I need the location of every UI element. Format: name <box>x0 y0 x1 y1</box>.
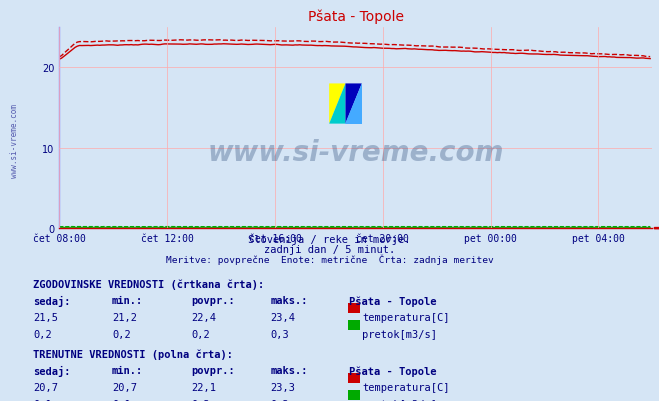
Text: Slovenija / reke in morje.: Slovenija / reke in morje. <box>248 235 411 245</box>
Polygon shape <box>345 84 362 124</box>
Text: 20,7: 20,7 <box>33 382 58 392</box>
Text: sedaj:: sedaj: <box>33 296 71 306</box>
Text: www.si-vreme.com: www.si-vreme.com <box>10 103 19 177</box>
Text: ZGODOVINSKE VREDNOSTI (črtkana črta):: ZGODOVINSKE VREDNOSTI (črtkana črta): <box>33 279 264 289</box>
Text: sedaj:: sedaj: <box>33 365 71 376</box>
Text: 21,5: 21,5 <box>33 312 58 322</box>
Text: Meritve: povprečne  Enote: metrične  Črta: zadnja meritev: Meritve: povprečne Enote: metrične Črta:… <box>165 254 494 265</box>
Text: 23,4: 23,4 <box>270 312 295 322</box>
Text: 0,2: 0,2 <box>191 329 210 339</box>
Text: 22,4: 22,4 <box>191 312 216 322</box>
Text: Pšata - Topole: Pšata - Topole <box>349 296 437 306</box>
Polygon shape <box>330 84 345 124</box>
Text: 21,2: 21,2 <box>112 312 137 322</box>
Text: TRENUTNE VREDNOSTI (polna črta):: TRENUTNE VREDNOSTI (polna črta): <box>33 348 233 359</box>
Text: temperatura[C]: temperatura[C] <box>362 382 450 392</box>
Text: zadnji dan / 5 minut.: zadnji dan / 5 minut. <box>264 245 395 255</box>
Text: min.:: min.: <box>112 365 143 375</box>
Text: Pšata - Topole: Pšata - Topole <box>349 365 437 376</box>
Text: 0,2: 0,2 <box>270 399 289 401</box>
Text: 0,2: 0,2 <box>33 329 51 339</box>
Polygon shape <box>330 84 345 124</box>
Text: maks.:: maks.: <box>270 365 308 375</box>
Text: min.:: min.: <box>112 296 143 306</box>
Text: pretok[m3/s]: pretok[m3/s] <box>362 329 438 339</box>
Text: pretok[m3/s]: pretok[m3/s] <box>362 399 438 401</box>
Text: www.si-vreme.com: www.si-vreme.com <box>208 138 504 166</box>
Text: 0,3: 0,3 <box>270 329 289 339</box>
Text: 0,2: 0,2 <box>191 399 210 401</box>
Text: 20,7: 20,7 <box>112 382 137 392</box>
Text: 0,2: 0,2 <box>112 329 130 339</box>
Text: 23,3: 23,3 <box>270 382 295 392</box>
Title: Pšata - Topole: Pšata - Topole <box>308 10 404 24</box>
Text: temperatura[C]: temperatura[C] <box>362 312 450 322</box>
Text: 22,1: 22,1 <box>191 382 216 392</box>
Text: 0,1: 0,1 <box>112 399 130 401</box>
Polygon shape <box>345 84 362 124</box>
Text: 0,1: 0,1 <box>33 399 51 401</box>
Text: povpr.:: povpr.: <box>191 296 235 306</box>
Text: maks.:: maks.: <box>270 296 308 306</box>
Text: povpr.:: povpr.: <box>191 365 235 375</box>
